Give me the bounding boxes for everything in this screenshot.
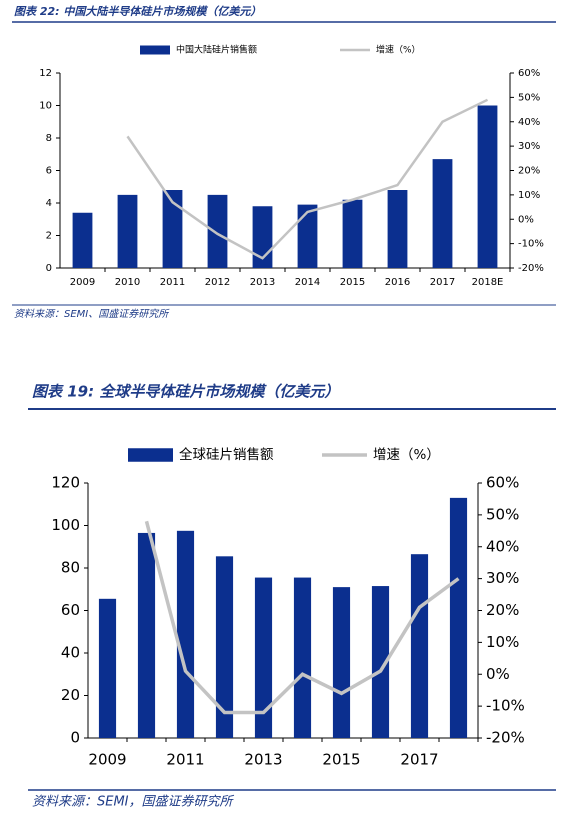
bar — [387, 190, 408, 268]
x-tick-label: 2015 — [322, 751, 360, 769]
bar — [371, 586, 390, 738]
x-tick-label: 2017 — [430, 277, 455, 288]
x-tick-label: 2015 — [340, 277, 365, 288]
y2-tick-label: -10% — [486, 697, 525, 715]
y2-tick-label: 20% — [486, 601, 519, 619]
bar — [293, 577, 312, 738]
legend-swatch — [128, 448, 173, 462]
y2-tick-label: 20% — [518, 166, 540, 177]
bar — [162, 190, 183, 268]
x-tick-label: 2018E — [472, 277, 504, 288]
y-tick-label: 100 — [51, 516, 80, 534]
growth-line — [144, 520, 460, 715]
x-tick-label: 2009 — [70, 277, 95, 288]
x-tick-label: 2012 — [205, 277, 230, 288]
bar — [117, 194, 138, 268]
source-note: 资料来源：SEMI、国盛证券研究所 — [14, 308, 170, 320]
y-tick-label: 60 — [61, 601, 80, 619]
bar — [98, 598, 117, 738]
x-tick-label: 2016 — [385, 277, 410, 288]
y-tick-label: 80 — [61, 559, 80, 577]
bar — [449, 497, 468, 738]
y-tick-label: 40 — [61, 644, 80, 662]
x-tick-label: 2013 — [244, 751, 282, 769]
y-tick-label: 2 — [46, 231, 52, 242]
bar — [297, 204, 318, 268]
bar — [207, 194, 228, 268]
bar — [215, 556, 234, 738]
y2-tick-label: 40% — [486, 537, 519, 555]
legend-label: 增速（%） — [373, 447, 440, 463]
legend-label: 全球硅片销售额 — [179, 446, 274, 463]
y-tick-label: 20 — [61, 686, 80, 704]
y2-tick-label: 60% — [486, 474, 519, 492]
bar — [477, 105, 498, 268]
bar — [342, 199, 363, 268]
y2-tick-label: 0% — [486, 665, 510, 683]
y2-tick-label: 10% — [486, 633, 519, 651]
y2-tick-label: 30% — [518, 141, 540, 152]
x-tick-label: 2017 — [400, 751, 438, 769]
y2-tick-label: -20% — [486, 729, 525, 747]
x-tick-label: 2013 — [250, 277, 275, 288]
x-tick-label: 2011 — [160, 277, 185, 288]
y2-tick-label: 0% — [518, 214, 534, 225]
y2-tick-label: 40% — [518, 117, 540, 128]
chart-title: 图表 22: 中国大陆半导体硅片市场规模（亿美元） — [14, 5, 261, 18]
y-tick-label: 0 — [70, 729, 80, 747]
source-note: 资料来源：SEMI，国盛证券研究所 — [32, 794, 235, 810]
legend-label: 中国大陆硅片销售额 — [176, 44, 257, 56]
bar — [432, 159, 453, 268]
bar — [332, 587, 351, 738]
x-tick-label: 2009 — [88, 751, 126, 769]
y-tick-label: 4 — [46, 198, 52, 209]
chart-title: 图表 19: 全球半导体硅片市场规模（亿美元） — [32, 383, 339, 401]
legend-label: 增速（%） — [376, 44, 421, 56]
bar — [72, 212, 93, 268]
x-tick-label: 2011 — [166, 751, 204, 769]
bar — [254, 577, 273, 738]
legend-swatch — [140, 45, 170, 55]
x-tick-label: 2014 — [295, 277, 320, 288]
y-tick-label: 0 — [46, 263, 52, 274]
y-tick-label: 10 — [39, 101, 52, 112]
y-tick-label: 120 — [51, 474, 80, 492]
y2-tick-label: 30% — [486, 569, 519, 587]
y2-tick-label: 50% — [518, 92, 540, 103]
y2-tick-label: -10% — [518, 239, 544, 250]
y-tick-label: 8 — [46, 133, 52, 144]
y2-tick-label: 60% — [518, 68, 540, 79]
y2-tick-label: 10% — [518, 190, 540, 201]
y2-tick-label: -20% — [518, 263, 544, 274]
y-tick-label: 12 — [39, 68, 52, 79]
y-tick-label: 6 — [46, 166, 52, 177]
bar — [410, 554, 429, 738]
bar — [176, 530, 195, 738]
growth-line — [126, 98, 489, 260]
bar — [137, 532, 156, 738]
x-tick-label: 2010 — [115, 277, 140, 288]
y2-tick-label: 50% — [486, 505, 519, 523]
